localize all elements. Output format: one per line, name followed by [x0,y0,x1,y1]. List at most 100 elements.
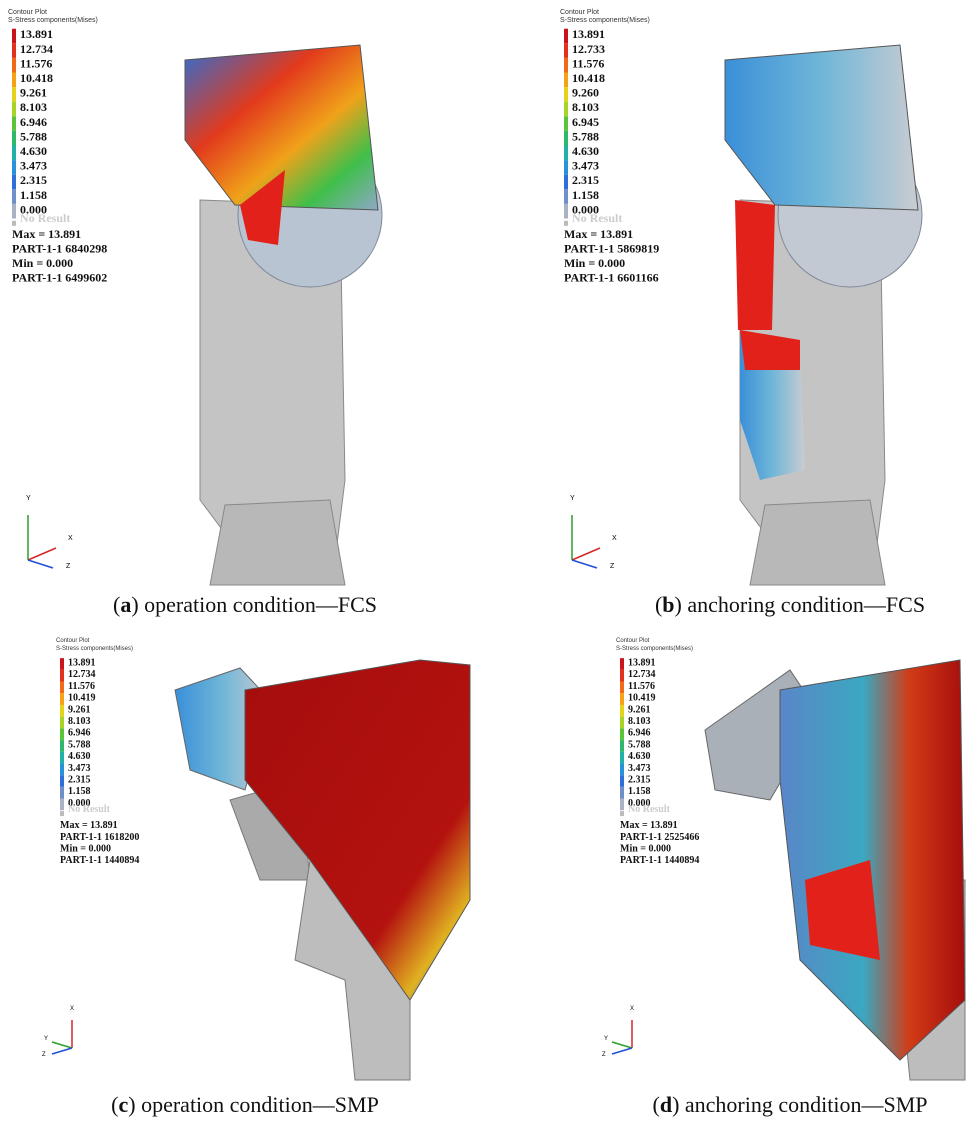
legend-swatch [12,102,16,117]
axis-label: X [68,535,73,542]
legend-swatch [620,693,624,705]
legend-value: 4.630 [20,144,47,158]
caption: (d) anchoring condition—SMP [652,1092,927,1117]
legend-swatch [620,775,624,787]
legend-swatch [60,717,64,729]
axis-label: X [612,535,617,542]
legend-swatch [12,189,16,204]
stat-line: PART-1-1 1618200 [60,832,139,843]
axis-label: Z [610,563,615,570]
no-result-swatch [564,221,568,226]
stat-line: PART-1-1 1440894 [620,855,699,866]
caption-part: ) operation condition—FCS [131,592,377,617]
legend-swatch [564,146,568,161]
legend-swatch [12,87,16,102]
stat-line: PART-1-1 6601166 [564,271,659,285]
axis-label: Y [604,1036,608,1042]
legend-value: 10.419 [68,693,96,704]
legend-value: 1.158 [20,188,47,202]
axis-label: Z [66,563,71,570]
legend-title: Contour Plot [56,638,90,644]
legend-value: 11.576 [628,681,655,692]
legend-value: 1.158 [628,786,651,797]
legend-value: 5.788 [20,129,47,143]
caption-part: ( [111,1092,118,1117]
legend-swatch [60,787,64,799]
no-result: No Result [20,211,70,225]
panel: Contour PlotS-Stress components(Mises)13… [560,9,925,617]
legend-swatch [564,189,568,204]
legend-value: 4.630 [628,751,651,762]
legend-value: 10.419 [628,693,656,704]
legend-value: 5.788 [572,129,599,143]
legend-value: 4.630 [572,144,599,158]
axis-label: X [630,1006,634,1012]
legend-swatch [12,116,16,131]
stat-line: PART-1-1 5869819 [564,241,659,255]
legend-swatch [564,131,568,146]
axis-z [572,560,597,568]
legend-swatch [564,160,568,175]
axis-x [28,548,56,560]
legend-value: 5.788 [628,739,651,750]
legend-swatch [12,160,16,175]
stat-line: PART-1-1 2525466 [620,832,699,843]
legend-value: 13.891 [68,658,96,669]
no-result: No Result [68,804,111,815]
legend-value: 11.576 [20,56,52,70]
caption-part: ) anchoring condition—SMP [672,1092,927,1117]
legend-swatch [564,73,568,88]
legend-swatch [620,682,624,694]
legend-value: 9.260 [572,86,599,100]
legend-value: 10.418 [20,71,53,85]
legend-swatch [564,204,568,219]
axis-label: Z [602,1052,606,1058]
no-result: No Result [628,804,671,815]
legend-swatch [564,29,568,44]
legend-title: Contour Plot [8,9,47,16]
legend-swatch [620,717,624,729]
legend-value: 2.315 [68,775,91,786]
legend-swatch [60,752,64,764]
legend-swatch [60,763,64,775]
legend-swatch [60,705,64,717]
axis-label: Y [44,1036,48,1042]
caption-part: ) operation condition—SMP [128,1092,379,1117]
legend-swatch [620,670,624,682]
axis-label: Z [42,1052,46,1058]
legend-value: 3.473 [572,159,599,173]
axis-x [572,548,600,560]
legend-value: 6.946 [20,115,47,129]
axis-z [612,1048,632,1054]
legend-swatch [60,670,64,682]
legend-value: 3.473 [68,763,91,774]
legend-swatch [60,775,64,787]
stat-line: PART-1-1 1440894 [60,855,139,866]
legend-value: 1.158 [68,786,91,797]
no-result-swatch [620,811,624,816]
legend-swatch [620,752,624,764]
base [210,500,345,585]
legend-subtitle: S-Stress components(Mises) [560,17,650,24]
legend-value: 12.734 [628,669,656,680]
caption-part: b [662,592,674,617]
stat-line: PART-1-1 6840298 [12,241,107,255]
legend-value: 8.103 [20,100,47,114]
legend-swatch [60,693,64,705]
legend-swatch [60,740,64,752]
legend-swatch [12,204,16,219]
stat-line: Min = 0.000 [564,256,625,270]
legend-value: 9.261 [20,86,47,100]
legend-swatch [564,116,568,131]
legend-swatch [12,43,16,58]
caption-part: ( [113,592,120,617]
legend-swatch [564,102,568,117]
panel: Contour PlotS-Stress components(Mises)13… [42,638,470,1117]
legend-swatch [12,175,16,190]
legend-value: 6.946 [68,728,91,739]
caption-part: d [660,1092,672,1117]
legend-value: 2.315 [20,173,47,187]
legend-value: 3.473 [20,159,47,173]
